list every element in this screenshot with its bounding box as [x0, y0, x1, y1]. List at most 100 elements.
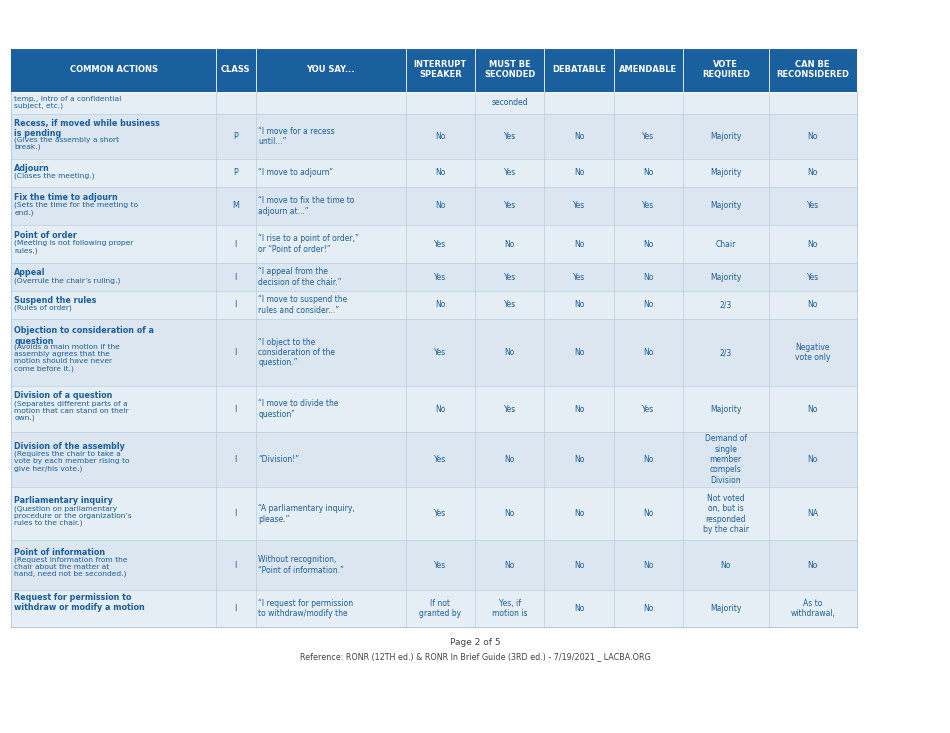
Text: Recess, if moved while business
is pending: Recess, if moved while business is pendi…: [14, 119, 161, 138]
Text: No: No: [504, 240, 515, 248]
Text: “I move to divide the
question”: “I move to divide the question”: [258, 399, 339, 419]
Text: (Separates different parts of a
motion that can stand on their
own.): (Separates different parts of a motion t…: [14, 400, 129, 421]
Text: No: No: [574, 132, 584, 141]
Bar: [11, 386, 857, 432]
Text: No: No: [808, 132, 818, 141]
Text: No: No: [574, 301, 584, 309]
Text: No: No: [643, 348, 654, 357]
Text: No: No: [808, 240, 818, 248]
Text: Not voted
on, but is
responded
by the chair: Not voted on, but is responded by the ch…: [703, 494, 749, 534]
Text: Without recognition,
“Point of information.”: Without recognition, “Point of informati…: [258, 556, 344, 575]
Text: No: No: [435, 405, 446, 413]
Text: If not
granted by: If not granted by: [419, 599, 462, 618]
Text: P: P: [234, 132, 238, 141]
Text: Division of a question: Division of a question: [14, 391, 113, 400]
Text: M: M: [232, 202, 239, 210]
Text: I: I: [235, 405, 237, 413]
Text: Yes: Yes: [504, 273, 516, 281]
Text: I: I: [235, 604, 237, 613]
Text: Yes: Yes: [573, 273, 585, 281]
Text: Yes, if
motion is: Yes, if motion is: [492, 599, 527, 618]
Text: (Question on parliamentary
procedure or the organization’s
rules to the chair.): (Question on parliamentary procedure or …: [14, 505, 132, 526]
Text: Demand of
single
member
compels
Division: Demand of single member compels Division: [705, 434, 747, 485]
Text: Fix the time to adjourn: Fix the time to adjourn: [14, 193, 118, 202]
Text: No: No: [643, 509, 654, 518]
Text: “A parliamentary inquiry,
please.”: “A parliamentary inquiry, please.”: [258, 504, 355, 523]
Text: 2/3: 2/3: [720, 301, 732, 309]
Text: Yes: Yes: [807, 273, 819, 281]
Text: I: I: [235, 561, 237, 570]
Text: INTERRUPT
SPEAKER: INTERRUPT SPEAKER: [413, 60, 467, 79]
Text: DEBATABLE: DEBATABLE: [552, 65, 606, 74]
Text: No: No: [643, 169, 654, 177]
Text: Majority: Majority: [710, 132, 742, 141]
Text: No: No: [643, 561, 654, 570]
Text: I: I: [235, 455, 237, 464]
Bar: [11, 590, 857, 627]
Text: I: I: [235, 240, 237, 248]
Text: Yes: Yes: [642, 405, 655, 413]
Text: “I move to fix the time to
adjourn at...”: “I move to fix the time to adjourn at...…: [258, 196, 355, 216]
Text: Negative
vote only: Negative vote only: [795, 343, 830, 362]
Bar: [11, 187, 857, 225]
Bar: [11, 487, 857, 540]
Text: No: No: [643, 273, 654, 281]
Text: Majority: Majority: [710, 202, 742, 210]
Text: Yes: Yes: [642, 202, 655, 210]
Bar: [11, 225, 857, 263]
Text: temp., intro of a confidential
subject, etc.): temp., intro of a confidential subject, …: [14, 96, 122, 109]
Text: 2/3: 2/3: [720, 348, 732, 357]
Bar: [11, 291, 857, 319]
Text: I: I: [235, 301, 237, 309]
Text: Yes: Yes: [504, 169, 516, 177]
Bar: [11, 48, 857, 92]
Text: No: No: [574, 240, 584, 248]
Text: Yes: Yes: [504, 405, 516, 413]
Text: No: No: [721, 561, 731, 570]
Text: YOU SAY...: YOU SAY...: [306, 65, 355, 74]
Text: I: I: [235, 509, 237, 518]
Text: Request for permission to
withdraw or modify a motion: Request for permission to withdraw or mo…: [14, 593, 145, 612]
Text: VOTE
REQUIRED: VOTE REQUIRED: [702, 60, 750, 79]
Bar: [11, 319, 857, 386]
Text: No: No: [808, 169, 818, 177]
Bar: [11, 432, 857, 487]
Text: “I request for permission
to withdraw/modify the: “I request for permission to withdraw/mo…: [258, 599, 353, 618]
Text: No: No: [808, 561, 818, 570]
Text: (Rules of order): (Rules of order): [14, 305, 72, 312]
Text: No: No: [504, 455, 515, 464]
Text: I: I: [235, 348, 237, 357]
Text: (Closes the meeting.): (Closes the meeting.): [14, 173, 95, 180]
Text: MUST BE
SECONDED: MUST BE SECONDED: [484, 60, 536, 79]
Text: seconded: seconded: [491, 98, 528, 107]
Text: Yes: Yes: [504, 132, 516, 141]
Text: Yes: Yes: [504, 202, 516, 210]
Text: Yes: Yes: [434, 509, 446, 518]
Bar: [11, 92, 857, 114]
Text: Objection to consideration of a
question: Objection to consideration of a question: [14, 326, 154, 345]
Text: Yes: Yes: [642, 132, 655, 141]
Text: Parliamentary inquiry: Parliamentary inquiry: [14, 496, 113, 505]
Text: No: No: [574, 405, 584, 413]
Text: No: No: [574, 509, 584, 518]
Text: Majority: Majority: [710, 405, 742, 413]
Text: Chair: Chair: [715, 240, 736, 248]
Text: “I object to the
consideration of the
question.”: “I object to the consideration of the qu…: [258, 338, 335, 367]
Text: No: No: [504, 348, 515, 357]
Text: Yes: Yes: [504, 301, 516, 309]
Text: Yes: Yes: [573, 202, 585, 210]
Text: Yes: Yes: [434, 455, 446, 464]
Text: I: I: [235, 273, 237, 281]
Text: COMMON ACTIONS: COMMON ACTIONS: [69, 65, 158, 74]
Text: No: No: [643, 455, 654, 464]
Text: “I appeal from the
decision of the chair.”: “I appeal from the decision of the chair…: [258, 268, 342, 287]
Text: Adjourn: Adjourn: [14, 164, 50, 173]
Text: (Gives the assembly a short
break.): (Gives the assembly a short break.): [14, 136, 120, 150]
Text: (Sets the time for the meeting to
end.): (Sets the time for the meeting to end.): [14, 202, 139, 216]
Text: No: No: [574, 348, 584, 357]
Text: “I move to adjourn”: “I move to adjourn”: [258, 169, 333, 177]
Text: No: No: [808, 455, 818, 464]
Text: Page 2 of 5: Page 2 of 5: [449, 638, 501, 647]
Text: (Request information from the
chair about the matter at
hand, need not be second: (Request information from the chair abou…: [14, 556, 127, 578]
Text: (Requires the chair to take a
vote by each member rising to
give her/his vote.): (Requires the chair to take a vote by ea…: [14, 451, 130, 472]
